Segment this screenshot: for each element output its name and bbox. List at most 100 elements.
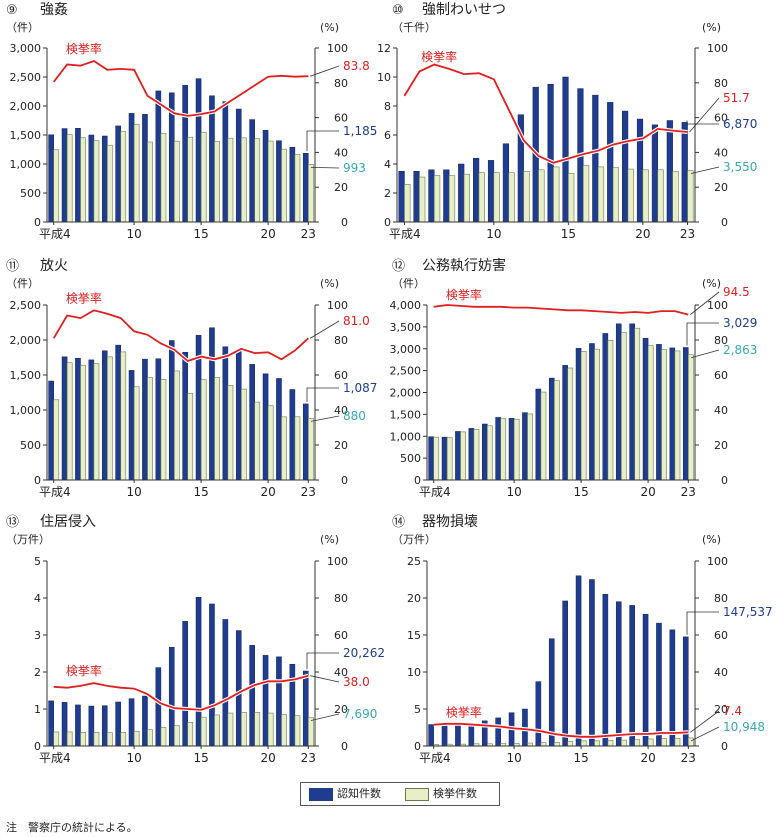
bar-cleared <box>642 169 649 223</box>
end-label-leader-rate <box>310 65 340 77</box>
end-label-leader-rate <box>689 97 720 133</box>
y2-tick-label: 20 <box>334 703 348 716</box>
bar-cleared <box>567 367 574 481</box>
rate-series-label: 検挙率 <box>421 49 457 64</box>
bar-recognized <box>508 418 515 481</box>
x-tick-label: 20 <box>260 485 275 499</box>
panel-number: ⑫ <box>392 259 405 274</box>
x-tick-label: 23 <box>301 485 316 499</box>
bar-recognized <box>88 134 95 223</box>
bar-cleared <box>200 716 207 747</box>
bar-cleared <box>160 133 167 223</box>
y-axis-unit: （万件） <box>6 533 50 546</box>
bar-recognized <box>115 125 121 223</box>
bar-recognized <box>656 622 662 747</box>
bar-cleared <box>281 416 287 481</box>
end-label-recognized: 6,870 <box>723 117 757 131</box>
end-label-cleared: 10,948 <box>723 720 765 734</box>
bar-cleared <box>538 169 545 223</box>
bar-cleared <box>486 425 493 481</box>
bar-recognized <box>249 119 255 223</box>
bar-cleared <box>580 351 587 481</box>
y-tick-label: 15 <box>407 629 421 642</box>
bar-cleared <box>634 327 641 481</box>
x-tick-label: 10 <box>486 227 501 241</box>
y-tick-label: 4 <box>384 158 391 171</box>
y-tick-label: 1,500 <box>10 129 42 142</box>
bar-recognized <box>249 645 255 747</box>
y-tick-label: 0 <box>414 740 421 753</box>
end-label-cleared: 7,690 <box>343 707 377 721</box>
bar-recognized <box>61 128 68 223</box>
y-tick-label: 1,500 <box>10 369 42 382</box>
bar-recognized <box>669 629 676 747</box>
bar-recognized <box>101 705 108 747</box>
bar-recognized <box>155 90 162 223</box>
legend-item-recognized: 認知件数 <box>309 787 381 801</box>
bar-cleared <box>594 740 600 747</box>
rate-series-label: 検挙率 <box>66 663 102 678</box>
end-label-leader-recognized <box>306 387 339 402</box>
x-tick-label: 15 <box>573 751 588 765</box>
bar-cleared <box>241 712 247 747</box>
bar-cleared <box>634 739 641 747</box>
bar-recognized <box>458 163 465 223</box>
y-tick-label: 1,500 <box>390 408 422 421</box>
panel-number: ⑩ <box>392 3 404 18</box>
y-tick-label: 10 <box>407 666 421 679</box>
bar-recognized <box>666 120 673 223</box>
end-label-rate: 7.4 <box>723 704 742 718</box>
bar-recognized <box>481 423 488 481</box>
panel-4: ⑫ 公務執行妨害 （件） (%) 0 500 1,000 1,500 2,000 2,500 3,0… <box>390 258 758 499</box>
bar-cleared <box>200 131 207 223</box>
bar-cleared <box>254 401 261 481</box>
bar-recognized <box>602 333 609 481</box>
x-tick-label: 23 <box>681 485 696 499</box>
y2-tick-label: 60 <box>334 629 348 642</box>
bar-recognized <box>636 118 644 223</box>
bar-recognized <box>441 724 448 747</box>
bar-recognized <box>61 702 68 747</box>
bar-recognized <box>629 605 635 747</box>
bar-cleared <box>120 131 127 223</box>
bar-recognized <box>428 436 434 481</box>
y-tick-label: 5 <box>34 555 41 568</box>
bar-cleared <box>463 173 471 223</box>
bar-recognized <box>682 347 689 481</box>
bar-recognized <box>276 140 282 223</box>
y-tick-label: 500 <box>20 439 41 452</box>
bar-recognized <box>441 436 448 481</box>
y2-tick-label: 0 <box>721 216 728 229</box>
y-tick-label: 1,000 <box>10 404 42 417</box>
bar-recognized <box>468 428 475 481</box>
x-tick-label: 23 <box>680 227 695 241</box>
rate-line-halo <box>402 62 688 165</box>
bar-cleared <box>120 732 127 747</box>
bar-recognized <box>235 630 242 747</box>
bar-recognized <box>413 171 420 223</box>
bar-cleared <box>214 714 220 747</box>
bar-cleared <box>612 167 620 223</box>
y-tick-label: 2,500 <box>10 71 42 84</box>
rate-line <box>52 309 309 363</box>
bar-recognized <box>209 603 215 747</box>
rate-series-label: 検挙率 <box>66 290 102 305</box>
y2-tick-label: 40 <box>714 146 728 159</box>
bar-cleared <box>294 715 301 747</box>
bar-cleared <box>674 737 681 747</box>
y2-tick-label: 0 <box>341 216 348 229</box>
y-tick-label: 3,000 <box>390 343 422 356</box>
y-tick-label: 3,000 <box>10 42 42 55</box>
y2-tick-label: 100 <box>707 555 728 568</box>
legend-label-recognized: 認知件数 <box>337 787 381 800</box>
bar-recognized <box>615 323 622 481</box>
bar-cleared <box>672 170 679 223</box>
bar-recognized <box>428 169 435 223</box>
bar-cleared <box>661 738 667 747</box>
y2-axis-unit: (%) <box>702 21 721 34</box>
end-label-leader-recognized <box>306 652 339 670</box>
bar-cleared <box>254 712 261 747</box>
end-label-leader-rate <box>310 320 340 339</box>
bar-cleared <box>160 379 167 481</box>
legend-swatch-cleared <box>405 787 429 801</box>
